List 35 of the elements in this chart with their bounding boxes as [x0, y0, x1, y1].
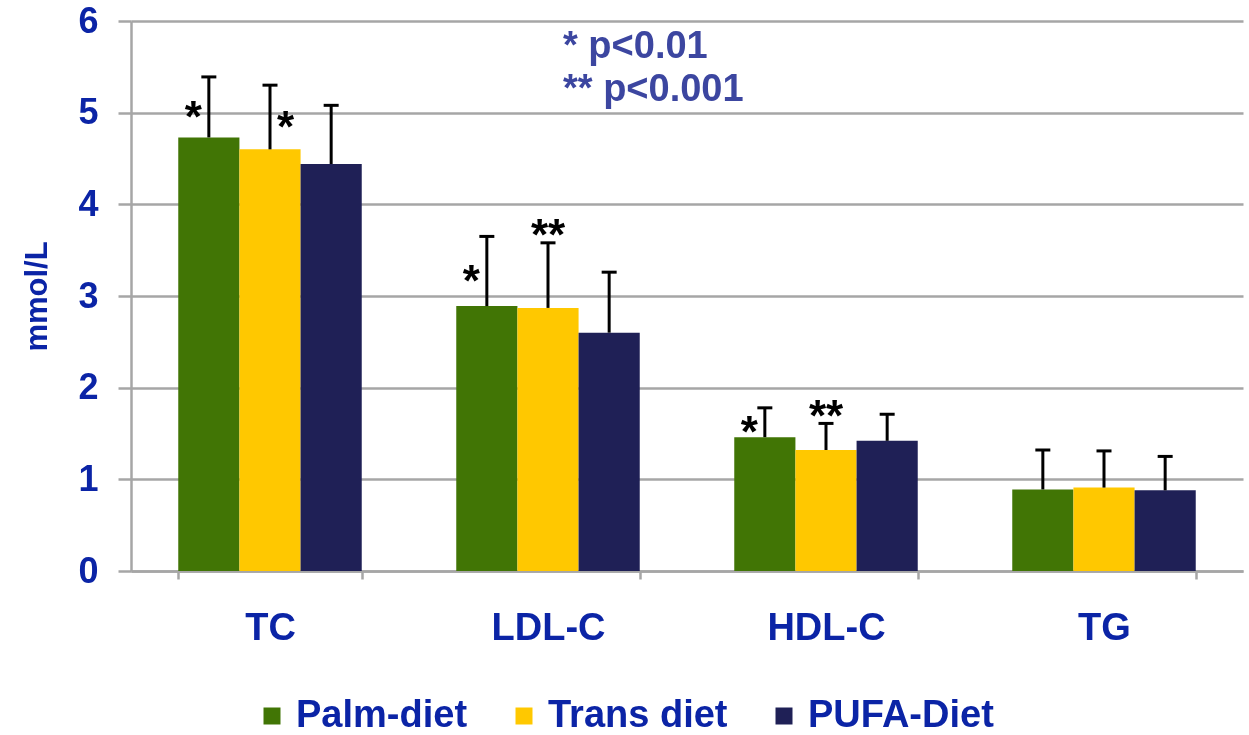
x-tick-label: TC [245, 605, 296, 648]
bar [734, 437, 796, 571]
x-tick-label: TG [1078, 605, 1131, 648]
annotation: * [184, 91, 203, 141]
annotation: * p<0.01 [563, 24, 708, 66]
annotation: * [462, 255, 481, 305]
y-tick-label: 2 [78, 366, 99, 408]
annotation: ** [530, 210, 566, 260]
bar [456, 306, 518, 571]
y-tick-label: 4 [78, 182, 99, 224]
annotation: ** p<0.001 [563, 67, 744, 109]
annotation: ** [808, 391, 844, 441]
bar [578, 332, 640, 571]
bar [1073, 487, 1135, 571]
bar [1134, 490, 1196, 571]
annotation: * [277, 101, 295, 151]
y-tick-label: 6 [78, 0, 99, 41]
y-axis-title: mmol/L [19, 241, 55, 352]
bar [178, 137, 240, 571]
y-tick-label: 3 [78, 274, 99, 316]
bar [517, 307, 579, 571]
x-tick-label: HDL-C [767, 605, 886, 648]
y-tick-label: 0 [78, 549, 99, 591]
bar [1012, 489, 1074, 571]
legend-label: PUFA-Diet [808, 693, 995, 735]
bar [795, 450, 857, 571]
bar [856, 440, 918, 571]
x-tick-label: LDL-C [491, 605, 606, 648]
bar [300, 164, 362, 571]
y-tick-label: 5 [78, 91, 99, 133]
bar [239, 149, 301, 571]
y-tick-label: 1 [78, 457, 99, 499]
legend-label: Trans diet [548, 693, 728, 735]
legend-label: Palm-diet [296, 693, 468, 735]
annotation: * [740, 407, 759, 457]
